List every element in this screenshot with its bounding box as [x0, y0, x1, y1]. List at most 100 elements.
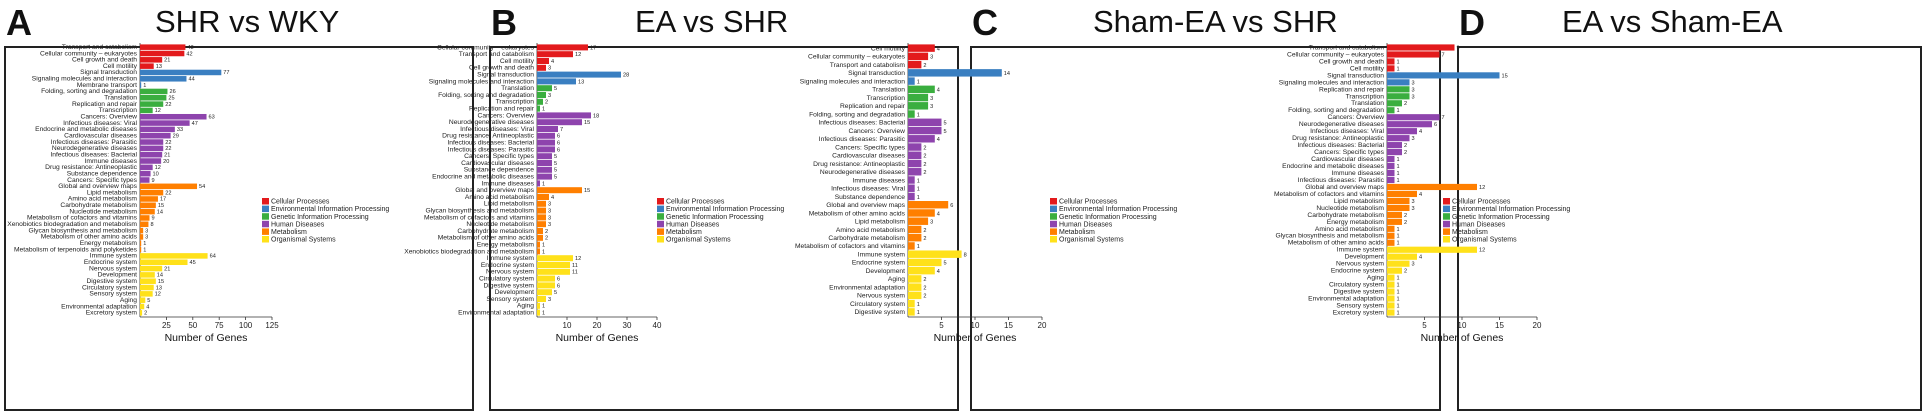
- category-label: Metabolism of other amino acids: [1288, 240, 1385, 247]
- bar: [537, 309, 540, 316]
- value-label: 12: [1479, 185, 1485, 191]
- value-label: 3: [1412, 87, 1415, 93]
- legend-swatch: [1050, 213, 1057, 220]
- bar: [908, 159, 922, 168]
- value-label: 2: [545, 229, 548, 235]
- value-label: 3: [548, 215, 551, 221]
- value-label: 2: [923, 228, 926, 234]
- bar: [140, 158, 162, 164]
- category-label: Signal transduction: [1327, 72, 1384, 79]
- value-label: 6: [557, 141, 560, 147]
- panel-b-title: EA vs SHR: [635, 4, 789, 39]
- x-tick-label: 10: [563, 321, 572, 330]
- value-label: 3: [145, 228, 148, 234]
- bar: [1387, 190, 1417, 198]
- legend-label: Genetic Information Processing: [1452, 214, 1550, 221]
- category-label: Circulatory system: [82, 284, 137, 291]
- value-label: 5: [554, 168, 557, 174]
- value-label: 1: [1397, 59, 1400, 65]
- bar: [1387, 107, 1395, 114]
- bar: [1387, 218, 1402, 225]
- x-tick-label: 5: [1422, 321, 1427, 330]
- panel-d-letter: D: [1459, 2, 1485, 43]
- value-label: 1: [1397, 66, 1400, 72]
- category-label: Endocrine system: [1331, 268, 1385, 275]
- bar: [537, 296, 546, 302]
- bar: [537, 187, 582, 194]
- category-label: Endocrine and metabolic diseases: [35, 126, 138, 133]
- category-label: Digestive system: [86, 278, 137, 285]
- category-label: Membrane transport: [77, 82, 137, 89]
- x-tick-label: 100: [239, 321, 253, 330]
- category-label: Infectious diseases: Viral: [460, 126, 534, 133]
- bar: [537, 207, 546, 214]
- legend-swatch: [1050, 205, 1057, 213]
- category-label: Signal transduction: [477, 72, 534, 79]
- legend-label: Organismal Systems: [271, 237, 336, 244]
- value-label: 2: [1404, 150, 1407, 156]
- legend-label: Human Diseases: [271, 221, 325, 228]
- value-label: 33: [177, 127, 183, 133]
- value-label: 9: [152, 178, 155, 184]
- category-label: Signaling molecules and interaction: [32, 76, 137, 83]
- bar: [1387, 135, 1410, 142]
- bar: [1387, 86, 1410, 93]
- bar: [140, 297, 146, 303]
- value-label: 2: [923, 154, 926, 160]
- category-label: Replication and repair: [1319, 86, 1385, 93]
- category-label: Environmental adaptation: [1308, 296, 1384, 303]
- bar: [140, 265, 163, 272]
- bar: [537, 92, 546, 98]
- value-label: 17: [160, 197, 166, 203]
- value-label: 3: [548, 93, 551, 99]
- category-label: Amino acid metabolism: [68, 196, 138, 203]
- value-label: 14: [157, 273, 163, 279]
- value-label: 12: [155, 108, 161, 114]
- category-label: Aging: [517, 303, 534, 310]
- bar: [537, 51, 573, 58]
- category-label: Cell motility: [871, 45, 906, 52]
- value-label: 1: [542, 181, 545, 187]
- category-label: Transport and catabolism: [62, 44, 138, 51]
- x-tick-label: 125: [265, 321, 279, 330]
- bar: [537, 275, 555, 282]
- legend-swatch: [657, 228, 664, 235]
- category-label: Cell growth and death: [1319, 58, 1384, 65]
- legend-swatch: [1443, 213, 1450, 220]
- category-label: Cancers: Overview: [478, 112, 535, 119]
- bar: [140, 107, 153, 114]
- category-label: Immune system: [858, 251, 906, 258]
- value-label: 3: [1412, 199, 1415, 205]
- bar: [908, 151, 922, 159]
- value-label: 3: [930, 104, 933, 110]
- value-label: 13: [578, 79, 584, 85]
- value-label: 1: [1397, 164, 1400, 170]
- bar: [537, 262, 570, 268]
- bar: [537, 112, 591, 119]
- bar: [1387, 169, 1395, 177]
- category-label: Glycan biosynthesis and metabolism: [28, 227, 137, 234]
- bar: [1387, 288, 1395, 295]
- legend-swatch: [657, 205, 664, 213]
- legend-swatch: [1050, 198, 1057, 205]
- category-label: Development: [98, 272, 138, 279]
- category-label: Metabolism of other amino acids: [438, 235, 535, 242]
- legend-swatch: [262, 228, 269, 235]
- bar: [908, 209, 935, 217]
- bar: [908, 168, 922, 176]
- bar: [140, 189, 164, 196]
- category-label: Endocrine system: [84, 259, 138, 266]
- bar: [908, 266, 935, 275]
- value-label: 1: [917, 178, 920, 184]
- category-label: Infectious diseases: Parasitic: [819, 136, 906, 143]
- x-axis-label: Number of Genes: [165, 332, 248, 344]
- value-label: 22: [165, 190, 171, 196]
- value-label: 15: [584, 120, 590, 126]
- value-label: 4: [937, 269, 940, 275]
- category-label: Drug resistance: Antineoplastic: [442, 133, 534, 140]
- value-label: 4: [1419, 129, 1422, 135]
- category-label: Sensory system: [486, 296, 534, 303]
- legend-label: Cellular Processes: [666, 199, 725, 206]
